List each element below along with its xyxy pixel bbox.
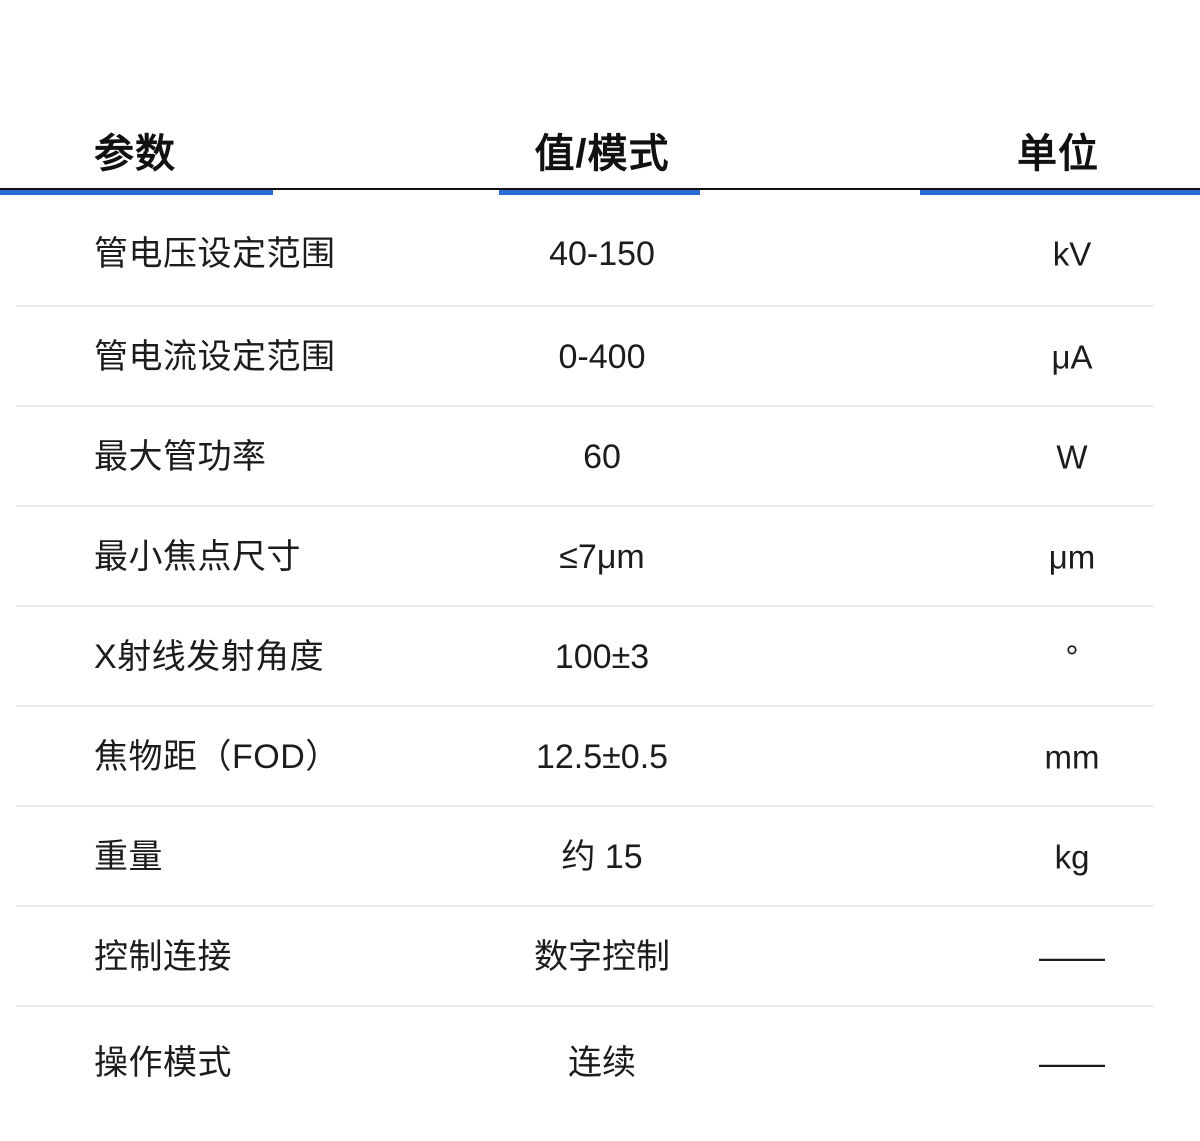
table-row-min-focal-spot: 最小焦点尺寸 ≤7μm μm	[0, 507, 1200, 607]
param-cell: 最大管功率	[94, 438, 267, 476]
value-cell: 0-400	[558, 338, 646, 376]
value-cell: 连续	[568, 1044, 636, 1082]
value-cell: ≤7μm	[559, 538, 645, 576]
param-cell: 管电流设定范围	[94, 338, 336, 376]
unit-cell: μm	[1048, 538, 1096, 576]
param-cell: X射线发射角度	[94, 638, 325, 676]
table-row-tube-voltage: 管电压设定范围 40-150 kV	[0, 190, 1200, 307]
value-cell: 12.5±0.5	[535, 738, 669, 776]
param-cell: 最小焦点尺寸	[94, 538, 301, 576]
table-row-max-power: 最大管功率 60 W	[0, 407, 1200, 507]
param-cell: 操作模式	[94, 1044, 232, 1082]
value-cell: 60	[583, 438, 621, 476]
header-accent-bar-parameter	[0, 190, 273, 195]
table-row-control-connection: 控制连接 数字控制 ——	[0, 907, 1200, 1007]
param-cell: 管电压设定范围	[94, 234, 336, 273]
table-row-operation-mode: 操作模式 连续 ——	[0, 1007, 1200, 1141]
unit-cell: kV	[1052, 235, 1092, 272]
unit-cell: °	[1065, 638, 1079, 676]
table-header-row: 参数 值/模式 单位	[0, 0, 1200, 190]
unit-cell: mm	[1044, 738, 1100, 776]
header-unit: 单位	[1017, 132, 1099, 176]
table-row-emission-angle: X射线发射角度 100±3 °	[0, 607, 1200, 707]
unit-cell: W	[1056, 438, 1088, 476]
header-accent-bar-value	[499, 190, 700, 195]
header-accent-bar-unit	[920, 190, 1200, 195]
param-cell: 重量	[94, 838, 163, 876]
value-cell: 100±3	[554, 638, 650, 676]
value-cell: 数字控制	[534, 938, 670, 976]
table-row-fod: 焦物距（FOD） 12.5±0.5 mm	[0, 707, 1200, 807]
header-parameter: 参数	[94, 132, 176, 176]
value-cell: 约 15	[561, 838, 643, 876]
unit-cell: μA	[1051, 338, 1093, 376]
table-row-weight: 重量 约 15 kg	[0, 807, 1200, 907]
header-value-mode: 值/模式	[534, 132, 670, 176]
table-body: 管电压设定范围 40-150 kV 管电流设定范围 0-400 μA 最大管功率…	[0, 190, 1200, 1141]
table-row-tube-current: 管电流设定范围 0-400 μA	[0, 307, 1200, 407]
value-cell: 40-150	[549, 234, 655, 273]
unit-cell: ——	[1039, 1044, 1105, 1082]
unit-cell: ——	[1039, 938, 1105, 976]
param-cell: 焦物距（FOD）	[94, 738, 340, 776]
param-cell: 控制连接	[94, 938, 232, 976]
unit-cell: kg	[1054, 838, 1090, 876]
